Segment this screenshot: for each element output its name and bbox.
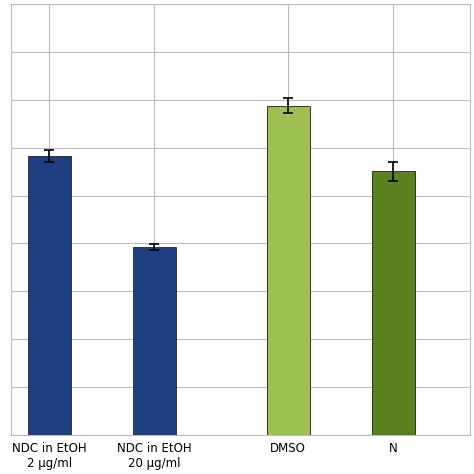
- Bar: [27, 156, 71, 435]
- Bar: [267, 106, 310, 435]
- Bar: [133, 247, 176, 435]
- Bar: [372, 172, 415, 435]
